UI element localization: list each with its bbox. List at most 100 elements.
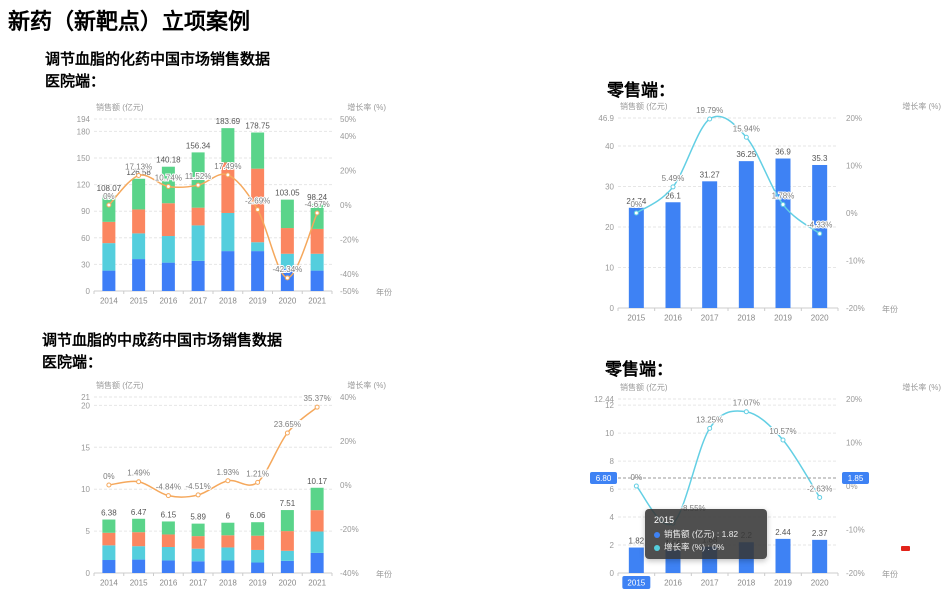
bar-segment[interactable] — [280, 199, 294, 229]
bar-segment[interactable] — [221, 560, 235, 573]
bar-segment[interactable] — [132, 559, 146, 573]
bar-segment[interactable] — [191, 561, 205, 573]
bar-segment[interactable] — [221, 251, 235, 291]
bar[interactable] — [812, 539, 828, 573]
growth-point[interactable] — [670, 184, 676, 190]
growth-point[interactable] — [707, 116, 713, 122]
bar-segment[interactable] — [251, 562, 265, 573]
bar-segment[interactable] — [251, 132, 265, 169]
bar-segment[interactable] — [251, 522, 265, 536]
bar-segment[interactable] — [161, 534, 175, 548]
bar-segment[interactable] — [221, 535, 235, 548]
bar-segment[interactable] — [191, 152, 205, 208]
bar-segment[interactable] — [251, 242, 265, 252]
bar-segment[interactable] — [280, 228, 294, 254]
bar-segment[interactable] — [310, 487, 324, 511]
growth-point[interactable] — [633, 483, 639, 489]
growth-point[interactable] — [225, 478, 231, 484]
bar-segment[interactable] — [161, 547, 175, 561]
bar-segment[interactable] — [310, 270, 324, 291]
bar-segment[interactable] — [132, 532, 146, 547]
bar-segment[interactable] — [132, 259, 146, 291]
bar-segment[interactable] — [191, 225, 205, 261]
chart-retail-chemical[interactable]: 46.9 40 30 20 10 0 20% 10% 0% -10% -20% 销售额 (亿元) 增长率… — [590, 95, 945, 325]
growth-point[interactable] — [136, 173, 142, 179]
bar[interactable] — [775, 158, 791, 308]
growth-point[interactable] — [817, 231, 823, 237]
growth-point[interactable] — [707, 425, 713, 431]
bar-segment[interactable] — [221, 162, 235, 213]
bar-segment[interactable] — [161, 203, 175, 237]
growth-point[interactable] — [255, 207, 261, 213]
x-label-highlight[interactable] — [622, 576, 651, 589]
bar-segment[interactable] — [221, 522, 235, 536]
bar-segment[interactable] — [161, 560, 175, 573]
bar-segment[interactable] — [191, 207, 205, 226]
bar-segment[interactable] — [102, 270, 116, 291]
growth-point[interactable] — [314, 210, 320, 216]
bar-segment[interactable] — [102, 532, 116, 546]
growth-point[interactable] — [743, 409, 749, 415]
bar-segment[interactable] — [191, 523, 205, 537]
bar-segment[interactable] — [102, 519, 116, 533]
growth-point[interactable] — [314, 404, 320, 410]
bar-segment[interactable] — [221, 547, 235, 561]
bar-segment[interactable] — [310, 228, 324, 254]
bar[interactable] — [738, 161, 754, 308]
bar-segment[interactable] — [280, 560, 294, 573]
bar-segment[interactable] — [132, 178, 146, 210]
growth-point[interactable] — [165, 493, 171, 499]
bar[interactable] — [628, 207, 644, 308]
bar-segment[interactable] — [310, 531, 324, 553]
bar-segment[interactable] — [280, 253, 294, 269]
bar-segment[interactable] — [132, 209, 146, 234]
bar-segment[interactable] — [102, 243, 116, 271]
bar-segment[interactable] — [102, 221, 116, 244]
bar-segment[interactable] — [251, 251, 265, 291]
bar-segment[interactable] — [251, 535, 265, 550]
bar[interactable] — [702, 181, 718, 308]
growth-point[interactable] — [284, 275, 290, 281]
bar-segment[interactable] — [310, 510, 324, 532]
bar[interactable] — [775, 538, 791, 573]
bar-segment[interactable] — [280, 510, 294, 532]
bar-segment[interactable] — [161, 521, 175, 535]
growth-point[interactable] — [780, 202, 786, 208]
growth-point[interactable] — [633, 210, 639, 216]
chart-hospital-tcm[interactable]: 21 20 15 10 5 0 40% 20% 0% -20% -40% 销售额 (亿元) 增长率 (%… — [60, 378, 392, 588]
growth-point[interactable] — [780, 437, 786, 443]
growth-point[interactable] — [106, 482, 112, 488]
chart-retail-tcm[interactable]: 12.44 12 10 8 6 4 2 0 20% 10% 0% -10% -20% 销售额 (亿元) 增长… — [590, 373, 945, 591]
bar-segment[interactable] — [161, 236, 175, 263]
growth-point[interactable] — [195, 182, 201, 188]
bar-segment[interactable] — [221, 128, 235, 163]
bar-segment[interactable] — [191, 536, 205, 549]
bar-segment[interactable] — [251, 168, 265, 243]
growth-line[interactable] — [108, 406, 318, 498]
bar[interactable] — [665, 202, 681, 308]
growth-point[interactable] — [255, 479, 261, 485]
bar-segment[interactable] — [221, 212, 235, 252]
bar-segment[interactable] — [251, 549, 265, 563]
bar-segment[interactable] — [191, 548, 205, 562]
growth-point[interactable] — [165, 184, 171, 190]
growth-point[interactable] — [195, 492, 201, 498]
growth-point[interactable] — [225, 172, 231, 178]
bar-segment[interactable] — [102, 560, 116, 573]
bar-segment[interactable] — [102, 545, 116, 561]
bar-segment[interactable] — [310, 552, 324, 573]
bar-segment[interactable] — [132, 518, 146, 533]
bar-segment[interactable] — [161, 262, 175, 291]
bar-segment[interactable] — [191, 260, 205, 291]
growth-point[interactable] — [743, 134, 749, 140]
bar-segment[interactable] — [280, 550, 294, 561]
growth-point[interactable] — [284, 430, 290, 436]
bar-segment[interactable] — [310, 253, 324, 271]
chart-hospital-chemical[interactable]: 194 180 150 120 90 60 30 0 50% 40% 20% 0% -20% -40% -5… — [60, 100, 392, 315]
bar[interactable] — [628, 547, 644, 573]
growth-point[interactable] — [106, 202, 112, 208]
growth-point[interactable] — [136, 479, 142, 485]
bar-segment[interactable] — [132, 546, 146, 560]
bar-segment[interactable] — [132, 233, 146, 260]
bar-segment[interactable] — [280, 531, 294, 551]
